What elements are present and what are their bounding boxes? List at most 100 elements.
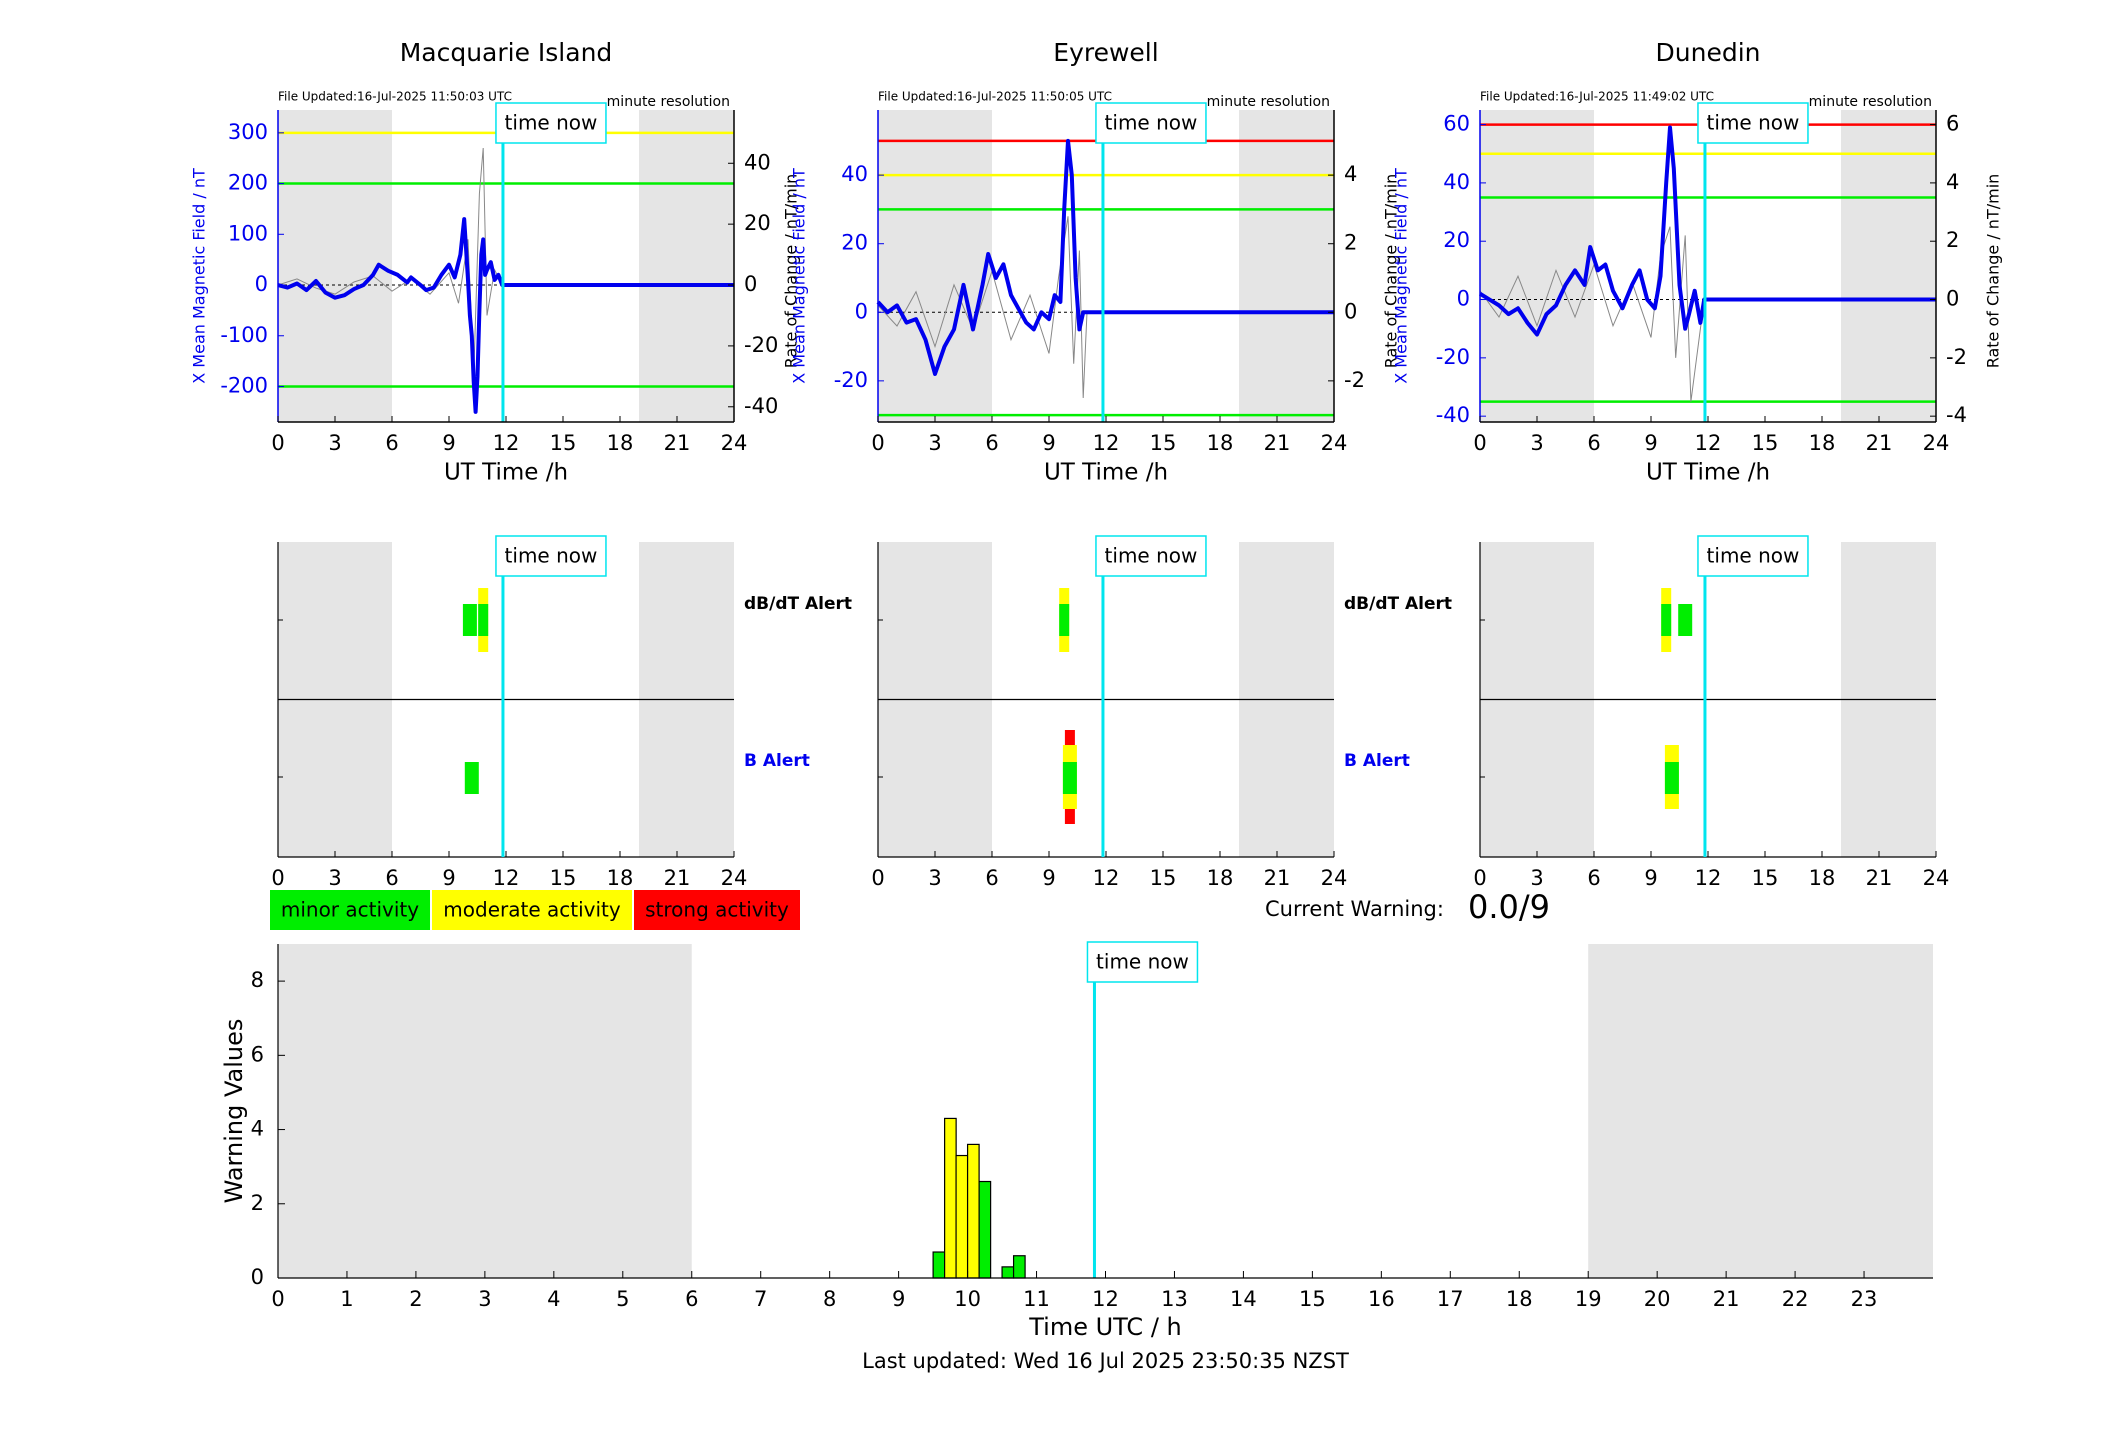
- x-tick-label: 12: [1695, 431, 1722, 455]
- x-tick-label: 21: [1866, 431, 1893, 455]
- bar-chart-x-tick-label: 16: [1368, 1287, 1395, 1311]
- x-tick-label: 18: [1207, 431, 1234, 455]
- warning-bar: [944, 1117, 957, 1279]
- magnetic-field-series: [1478, 125, 1936, 337]
- y-axis-label-right: Rate of Change / nT/min: [1382, 174, 1401, 369]
- time-now-box: [1697, 102, 1809, 144]
- bar-chart-x-tick-label: 9: [892, 1287, 905, 1311]
- y-tick-label-left: 200: [228, 171, 268, 195]
- alert-marker-minor: [478, 604, 489, 636]
- current-warning-label: Current Warning:: [1265, 897, 1444, 921]
- alert-marker-minor: [1062, 762, 1077, 794]
- alert-marker-minor: [1059, 604, 1070, 636]
- y-tick-label-left: -200: [220, 373, 268, 397]
- y-tick-label-left: 0: [855, 299, 868, 323]
- bar-chart-y-tick-label: 4: [251, 1117, 264, 1141]
- x-tick-label: 3: [1530, 431, 1543, 455]
- bar-chart-x-tick-label: 8: [823, 1287, 836, 1311]
- bar-chart-y-tick-label: 6: [251, 1042, 264, 1066]
- alert-x-tick-label: 0: [871, 866, 884, 890]
- x-tick-label: 21: [664, 431, 691, 455]
- magnetic-field-series: [277, 217, 734, 414]
- bar-chart-time-now-label: time now: [1096, 950, 1189, 974]
- x-axis-label: UT Time /h: [444, 460, 568, 486]
- time-now-box: [495, 102, 607, 144]
- x-tick-label: 3: [928, 431, 941, 455]
- alert-x-tick-label: 6: [1587, 866, 1600, 890]
- x-axis-label: UT Time /h: [1044, 460, 1168, 486]
- station-title: Eyrewell: [1053, 38, 1158, 67]
- y-tick-label-right: 40: [744, 150, 771, 174]
- y-axis-label-right: Rate of Change / nT/min: [1984, 174, 2003, 369]
- y-axis-label-left: X Mean Magnetic Field / nT: [790, 168, 809, 384]
- y-tick-label-right: 0: [1946, 287, 1959, 311]
- bar-chart-x-tick-label: 20: [1644, 1287, 1671, 1311]
- alert-time-now-box: [495, 535, 607, 577]
- legend-swatch: [432, 890, 632, 930]
- legend-label: moderate activity: [443, 898, 621, 922]
- alert-x-tick-label: 6: [985, 866, 998, 890]
- y-tick-label-right: 0: [1344, 299, 1357, 323]
- x-tick-label: 3: [328, 431, 341, 455]
- y-tick-label-left: -40: [1436, 403, 1470, 427]
- y-tick-label-right: 2: [1344, 231, 1357, 255]
- warning-bar: [966, 1143, 980, 1279]
- x-tick-label: 24: [721, 431, 748, 455]
- alert-x-tick-label: 0: [1473, 866, 1486, 890]
- x-tick-label: 9: [1644, 431, 1657, 455]
- night-shading: [1239, 110, 1334, 422]
- alert-x-tick-label: 24: [1321, 866, 1348, 890]
- y-axis-label-left: X Mean Magnetic Field / nT: [190, 168, 209, 384]
- x-tick-label: 6: [1587, 431, 1600, 455]
- y-tick-label-left: 20: [1443, 228, 1470, 252]
- alert-marker-minor: [1664, 762, 1679, 794]
- x-tick-label: 15: [550, 431, 577, 455]
- alert-time-now-label: time now: [505, 544, 598, 568]
- current-warning-value: 0.0/9: [1468, 888, 1550, 926]
- alert-marker-minor: [464, 762, 479, 794]
- alert-x-tick-label: 15: [1752, 866, 1779, 890]
- file-updated-text: File Updated:16-Jul-2025 11:49:02 UTC: [1480, 90, 1714, 104]
- y-tick-label-left: 100: [228, 221, 268, 245]
- y-tick-label-left: -20: [834, 368, 868, 392]
- alert-x-tick-label: 21: [664, 866, 691, 890]
- y-tick-label-left: 0: [255, 272, 268, 296]
- y-tick-label-right: 0: [744, 272, 757, 296]
- alert-time-now-box: [1697, 535, 1809, 577]
- bar-chart-x-tick-label: 11: [1023, 1287, 1050, 1311]
- bar-chart-x-axis-label: Time UTC / h: [1028, 1313, 1182, 1341]
- resolution-text: minute resolution: [1207, 94, 1330, 110]
- bar-chart-y-tick-label: 8: [251, 968, 264, 992]
- alert-marker-minor: [1661, 604, 1672, 636]
- warning-bar: [1001, 1266, 1015, 1279]
- y-tick-label-right: 2: [1946, 228, 1959, 252]
- alert-x-tick-label: 18: [1809, 866, 1836, 890]
- alert-x-tick-label: 6: [385, 866, 398, 890]
- y-tick-label-left: -20: [1436, 345, 1470, 369]
- y-tick-label-right: 4: [1946, 170, 1959, 194]
- bar-chart-x-tick-label: 22: [1782, 1287, 1809, 1311]
- bar-chart-x-tick-label: 3: [478, 1287, 491, 1311]
- bar-chart-x-tick-label: 5: [616, 1287, 629, 1311]
- y-tick-label-left: -100: [220, 323, 268, 347]
- x-axis-label: UT Time /h: [1646, 460, 1770, 486]
- y-tick-label-right: 20: [744, 211, 771, 235]
- alert-x-tick-label: 18: [607, 866, 634, 890]
- alert-time-now-box: [1095, 535, 1207, 577]
- legend-swatch: [270, 890, 430, 930]
- alert-x-tick-label: 15: [1150, 866, 1177, 890]
- alert-x-tick-label: 3: [328, 866, 341, 890]
- bar-chart-x-tick-label: 14: [1230, 1287, 1257, 1311]
- y-axis-label-left: X Mean Magnetic Field / nT: [1392, 168, 1411, 384]
- bar-chart-x-tick-label: 10: [954, 1287, 981, 1311]
- resolution-text: minute resolution: [607, 94, 730, 110]
- bar-chart-x-tick-label: 21: [1713, 1287, 1740, 1311]
- time-now-label: time now: [1105, 111, 1198, 135]
- x-tick-label: 15: [1150, 431, 1177, 455]
- bar-chart-y-tick-label: 0: [251, 1265, 264, 1289]
- alert-x-tick-label: 24: [721, 866, 748, 890]
- alert-x-tick-label: 21: [1264, 866, 1291, 890]
- alert-x-tick-label: 18: [1207, 866, 1234, 890]
- warning-bar: [978, 1180, 992, 1279]
- y-tick-label-right: -40: [744, 394, 778, 418]
